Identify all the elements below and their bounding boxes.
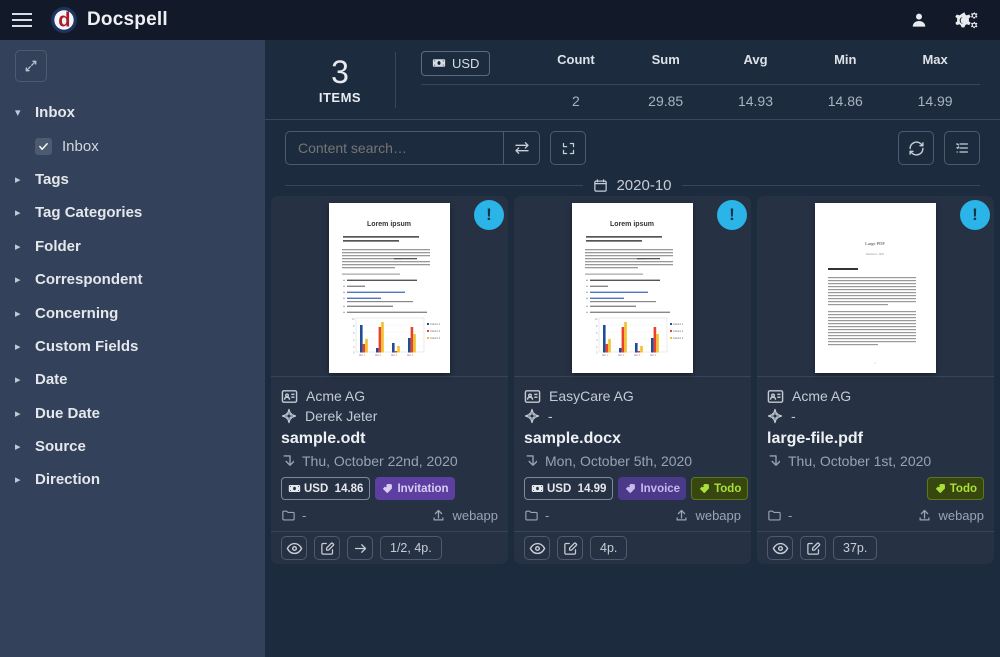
svg-text:Column 3: Column 3 [673,337,684,340]
svg-text:Lorem ipsum: Lorem ipsum [610,221,654,228]
svg-text:Mar 1: Mar 1 [602,354,609,357]
svg-text:Revision 1, 2020: Revision 1, 2020 [866,253,884,256]
svg-text:Lorem ipsum: Lorem ipsum [367,221,411,228]
svg-text:Column 1: Column 1 [430,323,441,326]
svg-text:Column 3: Column 3 [430,337,441,340]
svg-text:Mar 3: Mar 3 [634,354,641,357]
svg-text:Mar 3: Mar 3 [391,354,398,357]
svg-text:d: d [58,9,70,31]
svg-text:Mar 2: Mar 2 [375,354,382,357]
svg-text:Mar 1: Mar 1 [359,354,366,357]
svg-text:Mar 4: Mar 4 [407,354,414,357]
svg-text:Mar 2: Mar 2 [618,354,625,357]
svg-text:Column 2: Column 2 [430,330,441,333]
svg-text:Column 1: Column 1 [673,323,684,326]
svg-text:Large PDF: Large PDF [865,241,885,246]
svg-text:Mar 4: Mar 4 [650,354,657,357]
svg-text:Column 2: Column 2 [673,330,684,333]
